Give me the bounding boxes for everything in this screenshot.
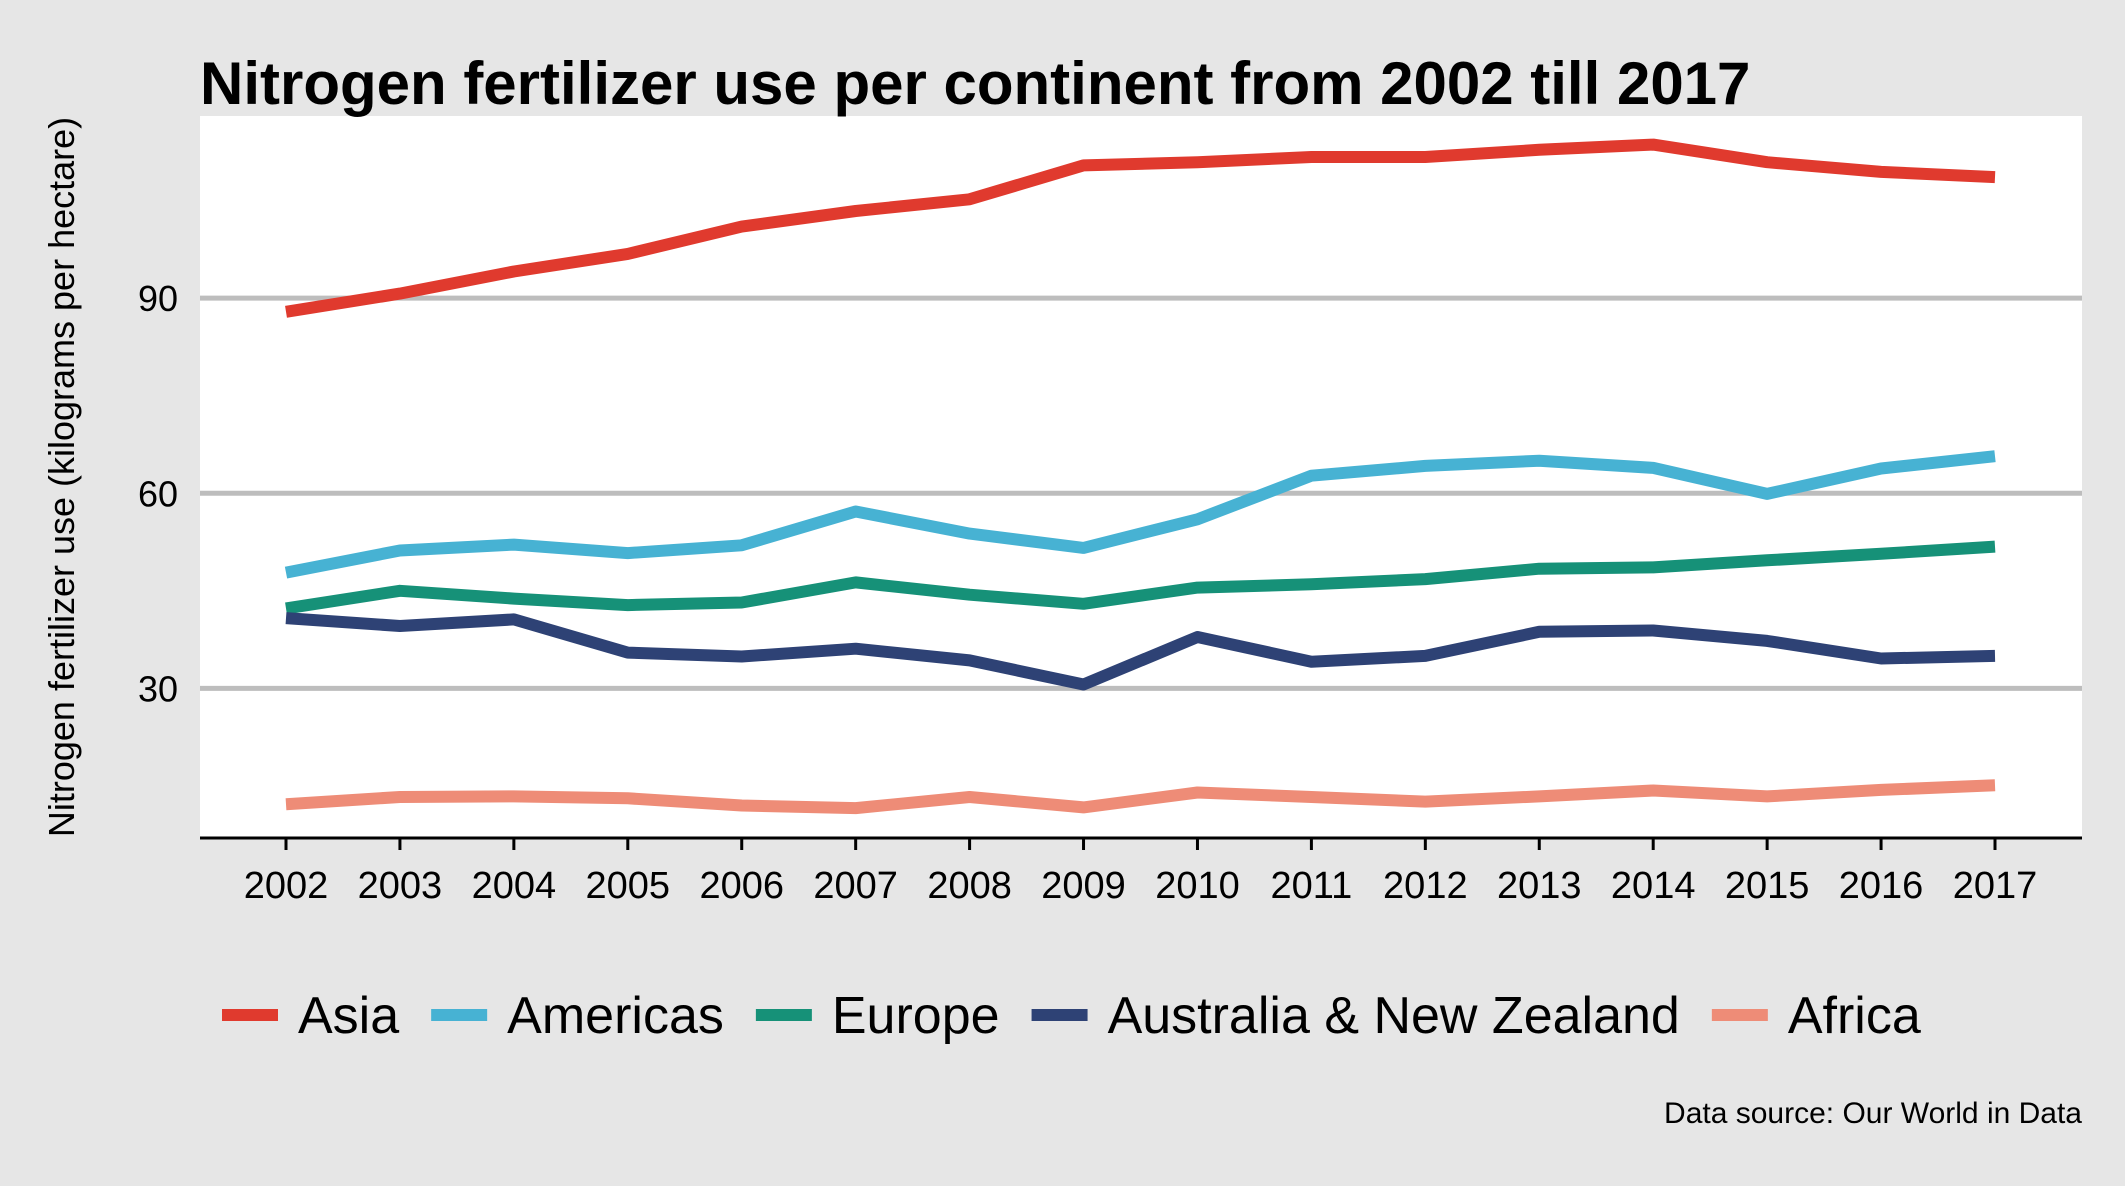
x-tick-label: 2003 xyxy=(358,865,443,907)
plot-panel xyxy=(200,116,2082,838)
chart-caption: Data source: Our World in Data xyxy=(1664,1097,2082,1130)
chart-title: Nitrogen fertilizer use per continent fr… xyxy=(200,50,1750,117)
x-tick-label: 2004 xyxy=(472,865,557,907)
series-line-asia xyxy=(285,138,1996,318)
series-line-americas xyxy=(284,450,1996,579)
legend-item: Asia xyxy=(222,987,399,1045)
series-lines xyxy=(284,138,1996,815)
legend-item: Europe xyxy=(755,987,1000,1045)
x-tick-label: 2005 xyxy=(586,865,671,907)
y-tick-label: 60 xyxy=(138,473,178,514)
legend-item: Australia & New Zealand xyxy=(1031,987,1680,1045)
legend-item: Americas xyxy=(431,987,724,1045)
y-tick-label: 90 xyxy=(138,278,178,319)
x-tick-label: 2012 xyxy=(1383,865,1468,907)
legend-label: Australia & New Zealand xyxy=(1108,987,1680,1045)
x-tick-label: 2017 xyxy=(1953,865,2038,907)
legend-label: Africa xyxy=(1788,987,1921,1045)
x-axis-ticks: 2002 2003 2004 2005 2006 2007 2008 2009 2010 2011… xyxy=(244,838,2038,907)
y-axis-label: Nitrogen fertilizer use (kilograms per h… xyxy=(41,117,82,837)
legend-label: Asia xyxy=(298,987,399,1045)
legend: Asia Americas Europe Australia & New Zealan… xyxy=(222,987,1921,1045)
x-tick-label: 2009 xyxy=(1041,865,1126,907)
y-axis-ticks: 30 60 90 xyxy=(138,278,178,709)
x-tick-label: 2016 xyxy=(1839,865,1924,907)
legend-label: Europe xyxy=(832,987,1000,1045)
x-tick-label: 2008 xyxy=(927,865,1012,907)
x-tick-label: 2010 xyxy=(1155,865,1240,907)
series-line-africa xyxy=(285,779,1996,815)
legend-item: Africa xyxy=(1711,987,1921,1045)
x-tick-label: 2013 xyxy=(1497,865,1582,907)
x-tick-label: 2002 xyxy=(244,865,329,907)
x-tick-label: 2011 xyxy=(1271,865,1353,907)
x-tick-label: 2006 xyxy=(699,865,784,907)
x-tick-label: 2007 xyxy=(813,865,898,907)
x-tick-label: 2014 xyxy=(1611,865,1696,907)
x-tick-label: 2015 xyxy=(1725,865,1810,907)
series-line-europe xyxy=(285,540,1996,615)
series-line-australia-new-zealand xyxy=(285,612,1996,691)
legend-label: Americas xyxy=(507,987,724,1045)
y-tick-label: 30 xyxy=(138,668,178,709)
